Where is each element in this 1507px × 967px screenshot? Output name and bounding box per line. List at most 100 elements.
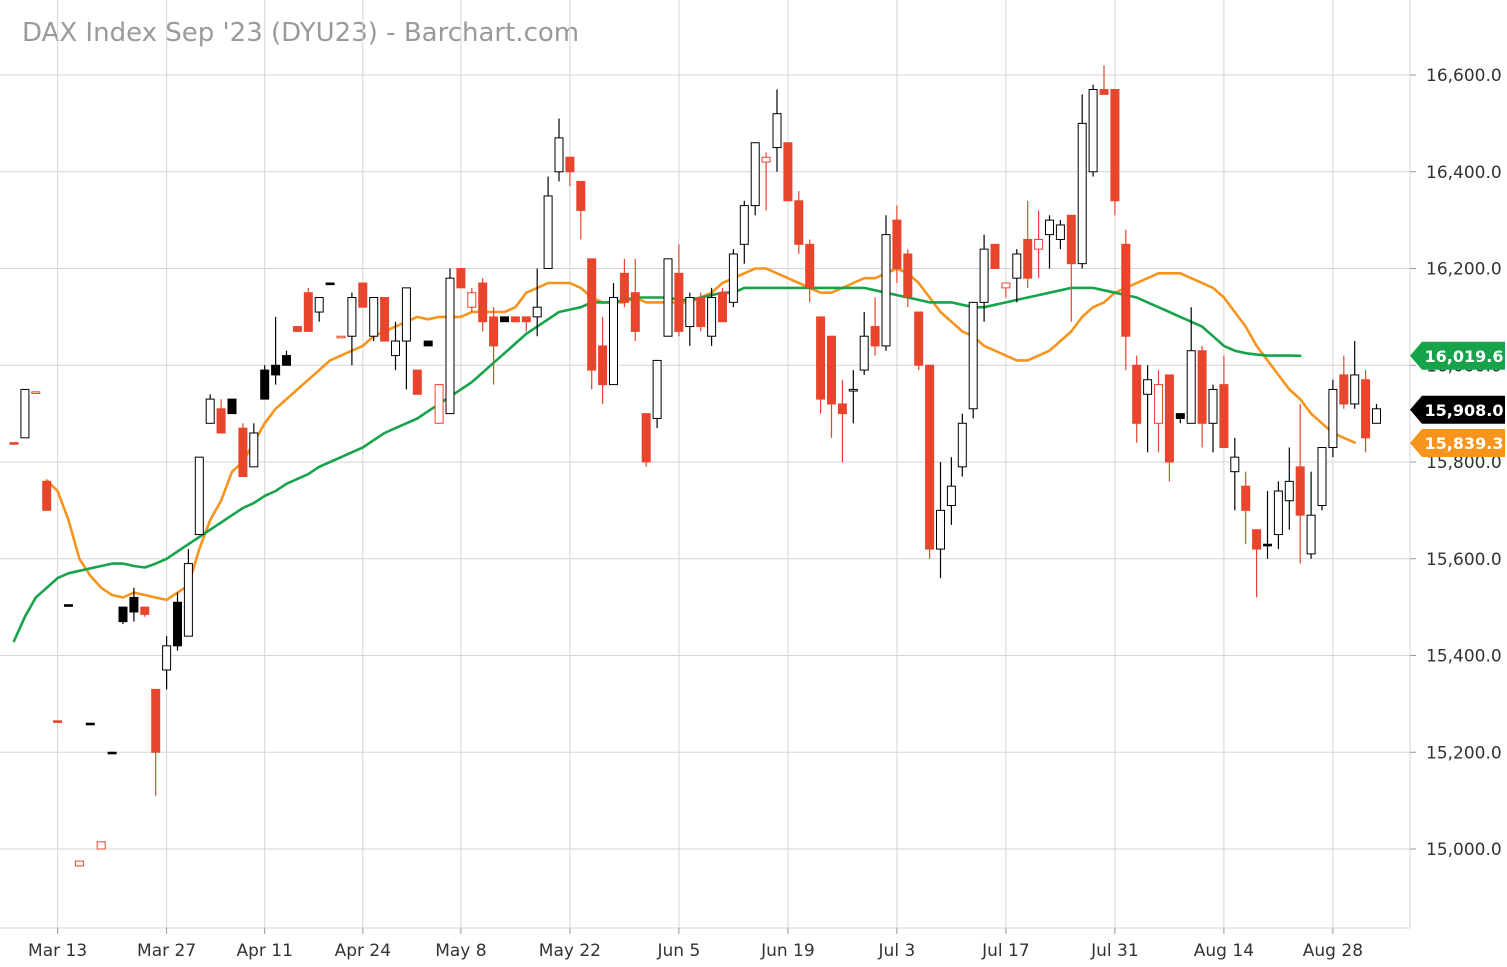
candle [227, 398, 237, 415]
candle-body [1121, 243, 1131, 337]
price-tag-shape [1410, 395, 1505, 424]
candle [183, 549, 193, 637]
candle-body [805, 243, 815, 289]
candle-body [31, 391, 41, 394]
candle-body [1230, 456, 1240, 473]
price-tag-label: 15,908.0 [1425, 401, 1504, 420]
candle-body [1164, 374, 1174, 463]
candle-body [870, 326, 880, 347]
y-tick-label: 16,600.0 [1426, 66, 1502, 86]
candle-body [663, 258, 673, 337]
candle [848, 370, 858, 424]
candle-body [434, 384, 444, 424]
candle [1164, 374, 1174, 482]
candle [565, 156, 575, 187]
candle-body [1295, 466, 1305, 516]
candle-body [1077, 122, 1087, 265]
candle [772, 89, 782, 172]
candle-body [1186, 350, 1196, 424]
candle-body [750, 142, 760, 207]
candle-body [728, 253, 738, 303]
candle [641, 413, 651, 467]
candle-body [140, 606, 150, 615]
x-tick-label: Jun 5 [657, 941, 701, 961]
candle-body [64, 604, 73, 607]
candle-body [630, 292, 640, 332]
candle [380, 297, 390, 342]
candle-body [641, 413, 651, 463]
candle-body [521, 316, 531, 323]
y-tick-label: 16,200.0 [1426, 260, 1502, 280]
candle-body [881, 234, 891, 347]
candle-body [96, 841, 106, 850]
candle-body [652, 359, 662, 419]
candle-body [565, 156, 575, 173]
candle-body [1197, 350, 1207, 424]
candle [532, 268, 542, 337]
candle-body [107, 751, 117, 755]
x-tick-label: Apr 11 [236, 941, 292, 961]
candle-body [1001, 282, 1011, 289]
candle-body [936, 509, 945, 550]
price-axis: 15,000.0 15,200.0 15,400.0 15,600.0 15,800.0… [1410, 66, 1502, 860]
candle-body [1328, 388, 1338, 448]
candle [74, 860, 84, 867]
candle-body [674, 272, 684, 332]
candle-body [238, 427, 248, 478]
candle [412, 369, 422, 395]
candle [609, 283, 618, 386]
candle-body [85, 722, 95, 726]
candle-body [1045, 219, 1054, 236]
candle-body [227, 398, 237, 415]
candle [816, 316, 826, 414]
candle [674, 244, 684, 337]
candle [1361, 370, 1371, 453]
candle-body [696, 297, 706, 328]
candle [303, 287, 313, 332]
candle-body [467, 292, 477, 308]
candle [96, 841, 106, 850]
candle [914, 311, 924, 371]
candle [216, 399, 226, 434]
candle [979, 234, 989, 322]
candle-body [456, 268, 466, 289]
x-tick-label: May 8 [435, 941, 486, 961]
candle-body [500, 316, 509, 323]
candle [696, 292, 706, 332]
candle-body [576, 180, 586, 211]
candle-body [292, 326, 302, 332]
candle-body [1350, 374, 1360, 405]
candle-body [162, 645, 172, 671]
candle-body [598, 345, 608, 386]
candle [1306, 471, 1316, 559]
candle [9, 442, 19, 445]
candle-body [1099, 89, 1109, 95]
candle-body [1154, 384, 1163, 424]
candle [707, 287, 717, 346]
candle [881, 215, 891, 351]
candle [805, 239, 815, 303]
candle [728, 249, 738, 308]
candle-body [1175, 413, 1185, 419]
candle [500, 316, 509, 323]
candle-body [718, 292, 727, 323]
candle [1012, 249, 1022, 303]
candle-body [510, 316, 520, 323]
y-tick-label: 15,600.0 [1426, 550, 1502, 570]
price-tag: 15,908.0 [1410, 395, 1505, 424]
candle-body [445, 277, 455, 415]
y-tick-label: 15,000.0 [1426, 840, 1502, 860]
candle [903, 249, 913, 308]
candle [1230, 437, 1240, 511]
price-tag-label: 16,019.6 [1425, 347, 1504, 366]
candle-body [1143, 379, 1153, 395]
candle [1295, 403, 1305, 564]
candle [369, 297, 379, 342]
price-tag-shape [1410, 341, 1505, 370]
candle [1045, 215, 1054, 269]
candle [129, 587, 139, 622]
candle-body [53, 720, 63, 723]
x-tick-label: Aug 28 [1303, 941, 1363, 961]
candle [347, 292, 357, 366]
